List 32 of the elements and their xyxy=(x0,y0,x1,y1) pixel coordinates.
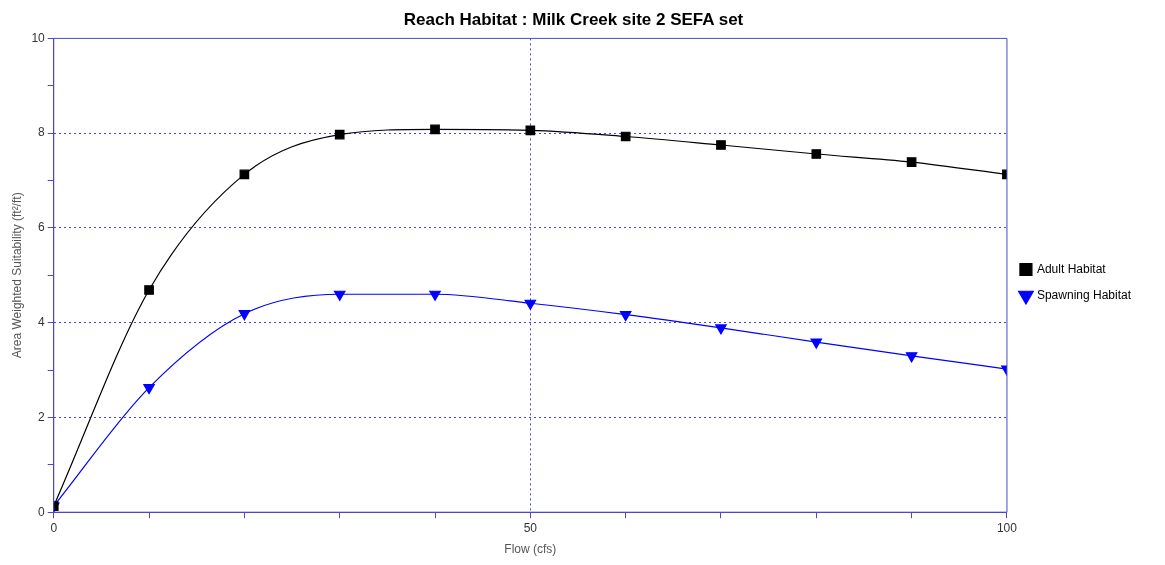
point xyxy=(333,290,346,301)
point xyxy=(524,299,537,310)
y-tick-label: 6 xyxy=(38,220,46,235)
legend-label: Spawning Habitat xyxy=(1036,287,1132,302)
y-tick-label: 0 xyxy=(38,504,46,519)
legend-label: Adult Habitat xyxy=(1036,261,1107,276)
point xyxy=(525,125,536,136)
point xyxy=(430,124,440,135)
point xyxy=(715,324,727,335)
x-tick-label: 0 xyxy=(50,520,58,535)
x-axis-title: Flow (cfs) xyxy=(504,542,557,557)
point xyxy=(619,311,632,322)
point xyxy=(143,383,155,395)
x-tick-label: 50 xyxy=(523,520,538,535)
point xyxy=(429,290,441,301)
point xyxy=(144,285,154,295)
point xyxy=(810,338,823,349)
point xyxy=(239,169,250,180)
point xyxy=(620,131,631,142)
point xyxy=(334,129,345,140)
y-tick-label: 4 xyxy=(38,314,46,329)
point xyxy=(905,352,918,363)
point xyxy=(811,149,822,159)
point xyxy=(716,140,726,150)
point xyxy=(238,310,251,321)
y-axis-title: Area Weighted Suitability (ft²/ft) xyxy=(9,192,24,359)
point xyxy=(906,157,917,167)
y-tick-label: 8 xyxy=(38,125,46,140)
x-tick-label: 100 xyxy=(996,520,1018,535)
y-tick-label: 2 xyxy=(38,409,46,424)
chart-title: Reach Habitat : Milk Creek site 2 SEFA set xyxy=(403,9,744,29)
y-tick-label: 10 xyxy=(31,30,46,45)
